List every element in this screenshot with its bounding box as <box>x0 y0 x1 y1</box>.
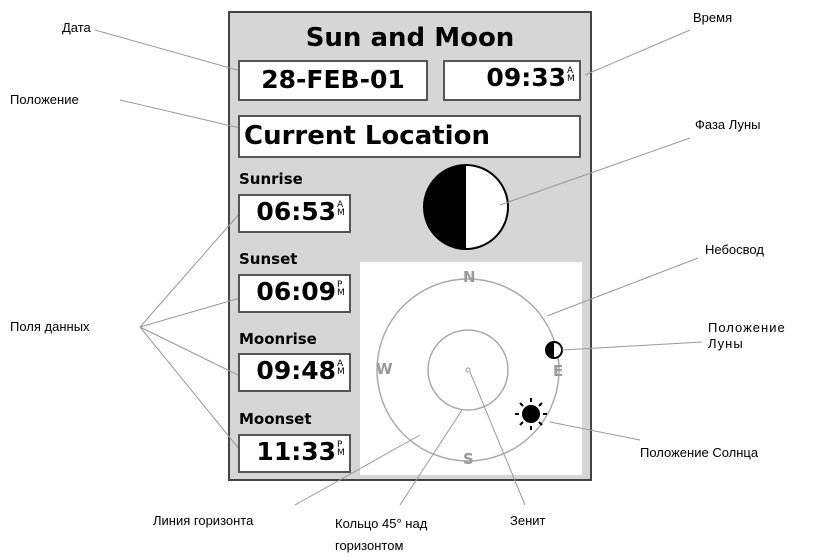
callout: Положение <box>10 92 79 108</box>
compass-s: S <box>463 450 474 468</box>
callout-line: Кольцо 45° над <box>335 516 428 531</box>
compass-n: N <box>463 268 476 286</box>
callout: Положение Луны <box>708 320 786 352</box>
callout: Кольцо 45° над горизонтом <box>335 513 427 557</box>
compass-w: W <box>376 360 393 378</box>
callout: Линия горизонта <box>153 513 253 529</box>
callout-line: Зенит <box>510 513 546 528</box>
callout-line: Поля данных <box>10 319 90 334</box>
moon-phase-dark <box>424 165 466 249</box>
time-value: 06:53 <box>256 197 336 226</box>
sky-panel <box>360 262 582 475</box>
am-pm: AM <box>337 359 345 377</box>
date-box: 28-FEB-01 <box>238 60 428 101</box>
time-box: 09:33AM <box>443 60 581 101</box>
time-value: 06:09 <box>256 277 336 306</box>
time-text: 09:33AM <box>486 63 575 93</box>
location-box: Current Location <box>238 115 581 158</box>
time-text: 09:48AM <box>256 356 345 386</box>
callout: Фаза Луны <box>695 117 760 133</box>
time-text: 06:09PM <box>256 277 345 307</box>
field-box: 09:48AM <box>238 353 351 392</box>
callout-line: Фаза Луны <box>695 117 761 132</box>
leader-lines <box>94 29 703 506</box>
callout: Поля данных <box>10 319 90 335</box>
callout-line: Линия горизонта <box>153 513 254 528</box>
horizon-ring <box>376 278 560 462</box>
callout-line: Время <box>693 10 733 25</box>
compass-e: E <box>553 362 564 380</box>
time-text: 06:53AM <box>256 197 345 227</box>
callout-line: Положение <box>10 92 79 107</box>
sun-position <box>515 398 547 430</box>
time-value: 09:48 <box>256 356 336 385</box>
time-text: 11:33PM <box>256 437 345 467</box>
field-label: Sunrise <box>239 170 303 188</box>
am-pm: PM <box>337 280 345 298</box>
time-value: 11:33 <box>256 437 336 466</box>
callout-line: горизонтом <box>335 538 404 553</box>
date-text: 28-FEB-01 <box>261 65 405 94</box>
callout: Положение Солнца <box>640 445 758 461</box>
field-box: 11:33PM <box>238 434 351 473</box>
callout-line: Положение <box>708 320 786 335</box>
field-label: Moonset <box>239 410 312 428</box>
callout: Время <box>693 10 732 26</box>
callout: Зенит <box>510 513 545 529</box>
ring-45 <box>427 329 509 411</box>
callout: Небосвод <box>705 242 764 258</box>
field-box: 06:09PM <box>238 274 351 313</box>
screen-title: Sun and Moon <box>305 23 515 53</box>
field-label: Sunset <box>239 250 298 268</box>
callout-line: Небосвод <box>705 242 764 257</box>
callout: Дата <box>62 20 91 36</box>
moon-position-dark <box>546 342 554 358</box>
callout-line: Луны <box>708 336 744 351</box>
field-box: 06:53AM <box>238 194 351 233</box>
time-value: 09:33 <box>486 63 566 92</box>
am-pm: AM <box>567 66 575 84</box>
location-text: Current Location <box>244 121 490 151</box>
callout-line: Положение Солнца <box>640 445 759 460</box>
am-pm: AM <box>337 200 345 218</box>
am-pm: PM <box>337 440 345 458</box>
field-label: Moonrise <box>239 330 317 348</box>
zenith <box>465 367 471 373</box>
callout-line: Дата <box>62 20 91 35</box>
